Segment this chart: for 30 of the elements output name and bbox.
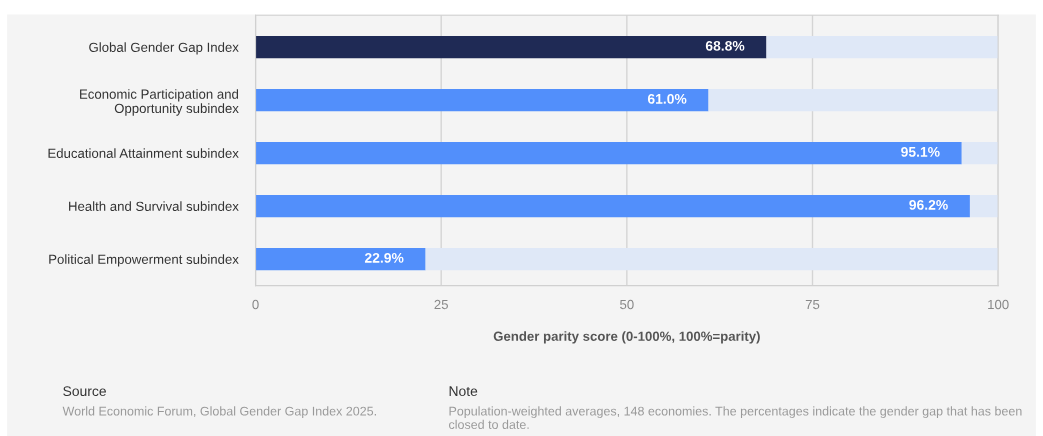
text: Note <box>449 386 478 397</box>
data-label: 22.9% <box>364 252 404 263</box>
bar <box>255 247 426 271</box>
x-tick-label: 75 <box>805 299 820 310</box>
bar <box>969 194 999 218</box>
bar <box>255 35 767 59</box>
bar <box>961 141 999 165</box>
bar <box>255 141 962 165</box>
x-tick-label: 0 <box>252 299 259 310</box>
bar <box>255 88 709 112</box>
x-axis-title: Gender parity score (0-100%, 100%=parity) <box>493 331 760 344</box>
y-tick-label: Health and Survival subindex <box>69 201 239 211</box>
x-tick-label: 25 <box>434 299 448 310</box>
bar <box>425 247 999 271</box>
data-label: 61.0% <box>647 93 687 104</box>
text: Population-weighted averages, 148 economies. The percentages indicate the gender gap that has been closed to date. <box>449 406 1022 429</box>
y-tick-label: Economic Participation and Opportunity subindex <box>80 89 239 116</box>
bar <box>766 35 999 59</box>
text: World Economic Forum, Global Gender Gap Index 2025. <box>62 406 376 418</box>
y-tick-label: Political Empowerment subindex <box>49 254 239 267</box>
x-tick-label: 50 <box>620 299 634 310</box>
data-label: 68.8% <box>705 40 745 51</box>
data-label: 95.1% <box>901 146 940 157</box>
text: Source <box>63 386 106 397</box>
y-tick-label: Educational Attainment subindex <box>48 148 239 158</box>
bar <box>255 194 970 218</box>
x-tick-label: 100 <box>988 299 1009 310</box>
data-label: 96.2% <box>909 199 948 210</box>
bar <box>708 88 999 112</box>
y-tick-label: Global Gender Gap Index <box>89 42 239 55</box>
